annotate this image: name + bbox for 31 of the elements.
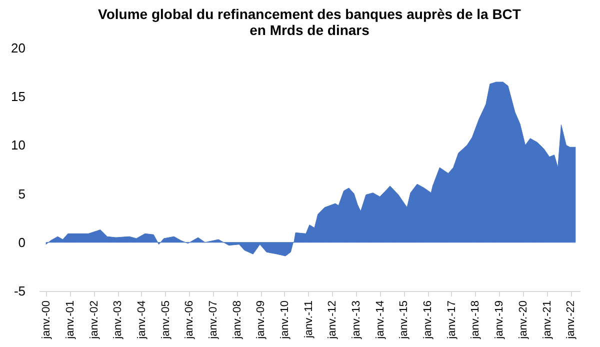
- x-tick-label: janv.-04: [136, 300, 148, 340]
- y-tick-label: 20: [11, 40, 26, 56]
- y-tick-label: 10: [11, 138, 26, 153]
- x-tick-label: janv.-11: [302, 300, 315, 340]
- x-tick-label: janv.-07: [207, 300, 220, 340]
- y-tick-label: 5: [18, 186, 26, 202]
- x-tick-label: janv.-20: [517, 300, 530, 340]
- x-tick-label: janv.-03: [112, 300, 124, 340]
- x-tick-label: janv.-12: [326, 300, 339, 340]
- x-tick-label: janv.-10: [279, 300, 291, 340]
- x-tick-label: janv.-15: [398, 300, 410, 340]
- x-tick-label: janv.-21: [541, 300, 554, 340]
- x-tick-label: janv.-02: [88, 300, 100, 340]
- x-tick-label: janv.-05: [160, 300, 172, 340]
- x-tick-label: janv.-16: [422, 300, 434, 340]
- y-tick-label: 0: [18, 234, 26, 250]
- x-tick-label: janv.-01: [64, 300, 76, 340]
- x-tick-label: janv.-06: [184, 300, 196, 340]
- y-tick-label: -5: [14, 284, 26, 298]
- x-tick-label: janv.-17: [446, 300, 458, 340]
- x-tick-label: janv.-19: [494, 300, 506, 340]
- y-tick-label: 15: [11, 89, 26, 104]
- x-tick-label: janv.-09: [255, 300, 268, 340]
- chart-title: Volume global du refinancement des banques auprès de la BCT: [98, 6, 522, 22]
- x-tick-label: janv.-13: [350, 300, 363, 340]
- x-tick-label: janv.-22: [565, 300, 578, 340]
- x-tick-label: janv.-00: [40, 300, 53, 340]
- x-tick-label: janv.-08: [231, 300, 244, 340]
- chart-subtitle: en Mrds de dinars: [250, 22, 370, 38]
- x-tick-label: janv.-14: [374, 300, 386, 340]
- x-tick-label: janv.-18: [470, 300, 482, 340]
